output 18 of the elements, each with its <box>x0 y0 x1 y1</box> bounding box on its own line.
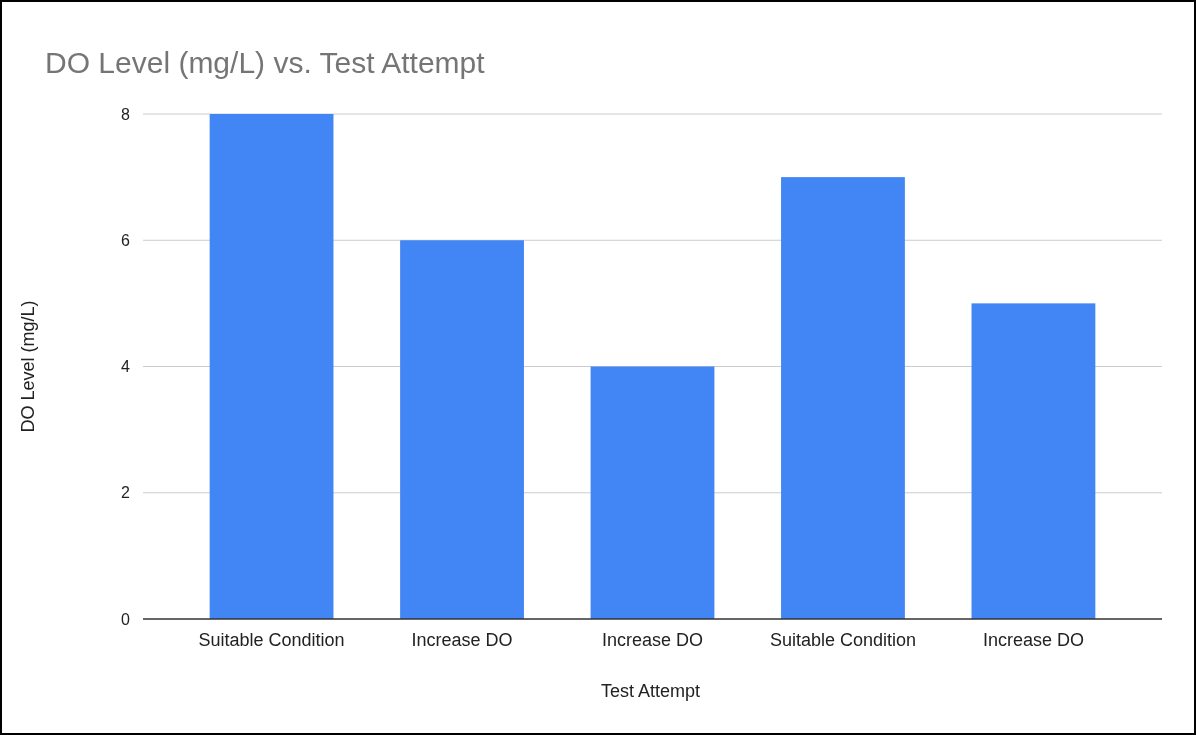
chart-title: DO Level (mg/L) vs. Test Attempt <box>45 46 486 79</box>
x-tick-label: Increase DO <box>601 630 704 650</box>
bar <box>971 303 1096 619</box>
x-tick-label: Suitable Condition <box>198 630 345 650</box>
bar <box>781 177 905 619</box>
y-tick-label: 6 <box>121 231 131 249</box>
y-tick-label: 2 <box>121 484 131 502</box>
bar <box>209 114 334 619</box>
bar <box>400 240 524 619</box>
y-tick-label: 0 <box>121 610 131 628</box>
x-tick-label: Increase DO <box>411 630 513 650</box>
x-tick-label: Suitable Condition <box>769 630 917 650</box>
x-axis-title: Test Attempt <box>600 681 701 701</box>
x-tick-label: Increase DO <box>982 630 1084 650</box>
y-tick-label: 8 <box>121 105 131 123</box>
y-tick-label: 4 <box>121 358 131 376</box>
bar <box>590 366 715 619</box>
y-axis-title: DO Level (mg/L) <box>18 300 38 433</box>
